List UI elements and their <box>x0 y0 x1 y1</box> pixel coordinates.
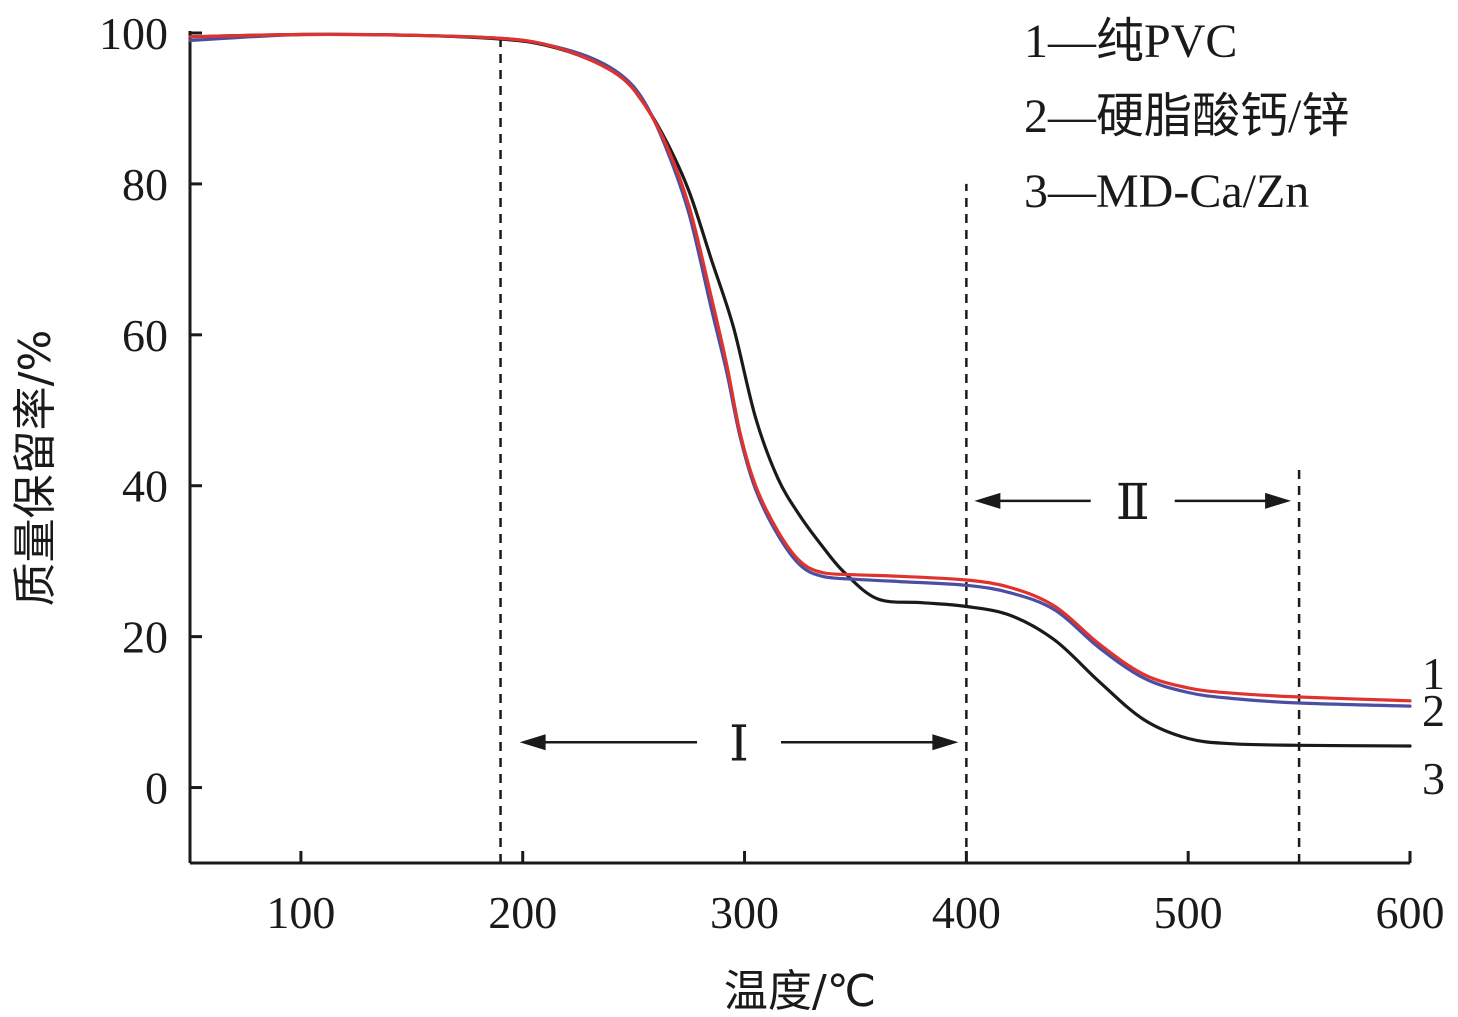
arrow-left-icon <box>974 492 1001 509</box>
axes: 100 200 300 400 500 600 0 20 40 60 80 100 <box>99 8 1445 938</box>
y-axis-title: 质量保留率/% <box>10 330 61 607</box>
y-tick-label: 40 <box>122 461 168 512</box>
x-tick-label: 500 <box>1154 887 1223 938</box>
legend-entry: 1—纯PVC <box>1024 15 1237 68</box>
curve-label: 3 <box>1422 753 1445 804</box>
x-tick-label: 300 <box>710 887 779 938</box>
region-label: Ⅰ <box>729 715 749 771</box>
legend: 1—纯PVC 2—硬脂酸钙/锌 3—MD-Ca/Zn <box>1024 15 1349 218</box>
y-tick-label: 20 <box>122 612 168 663</box>
curve-label: 2 <box>1422 685 1445 736</box>
x-tick-label: 200 <box>488 887 557 938</box>
x-ticks: 100 200 300 400 500 600 <box>266 851 1445 938</box>
x-tick-label: 100 <box>266 887 335 938</box>
y-tick-label: 60 <box>122 310 168 361</box>
x-axis-title: 温度/℃ <box>724 966 876 1017</box>
arrow-left-icon <box>519 734 546 751</box>
arrow-right-icon <box>932 734 959 751</box>
y-tick-label: 0 <box>145 763 168 814</box>
region-annotations: ⅠⅡ <box>519 474 1292 771</box>
x-tick-label: 400 <box>932 887 1001 938</box>
y-ticks: 0 20 40 60 80 100 <box>99 8 202 814</box>
y-tick-label: 80 <box>122 159 168 210</box>
region-label: Ⅱ <box>1116 474 1150 530</box>
legend-entry: 3—MD-Ca/Zn <box>1024 165 1309 218</box>
x-tick-label: 600 <box>1376 887 1445 938</box>
legend-entry: 2—硬脂酸钙/锌 <box>1024 90 1349 143</box>
series-lines <box>188 32 1412 748</box>
y-tick-label: 100 <box>99 8 168 59</box>
curve-labels: 12 3 <box>1422 648 1445 804</box>
curve-label: 1 <box>1422 648 1445 699</box>
series-line-1 <box>188 32 1412 703</box>
vertical-reference-lines <box>499 33 1301 863</box>
arrow-right-icon <box>1265 492 1292 509</box>
